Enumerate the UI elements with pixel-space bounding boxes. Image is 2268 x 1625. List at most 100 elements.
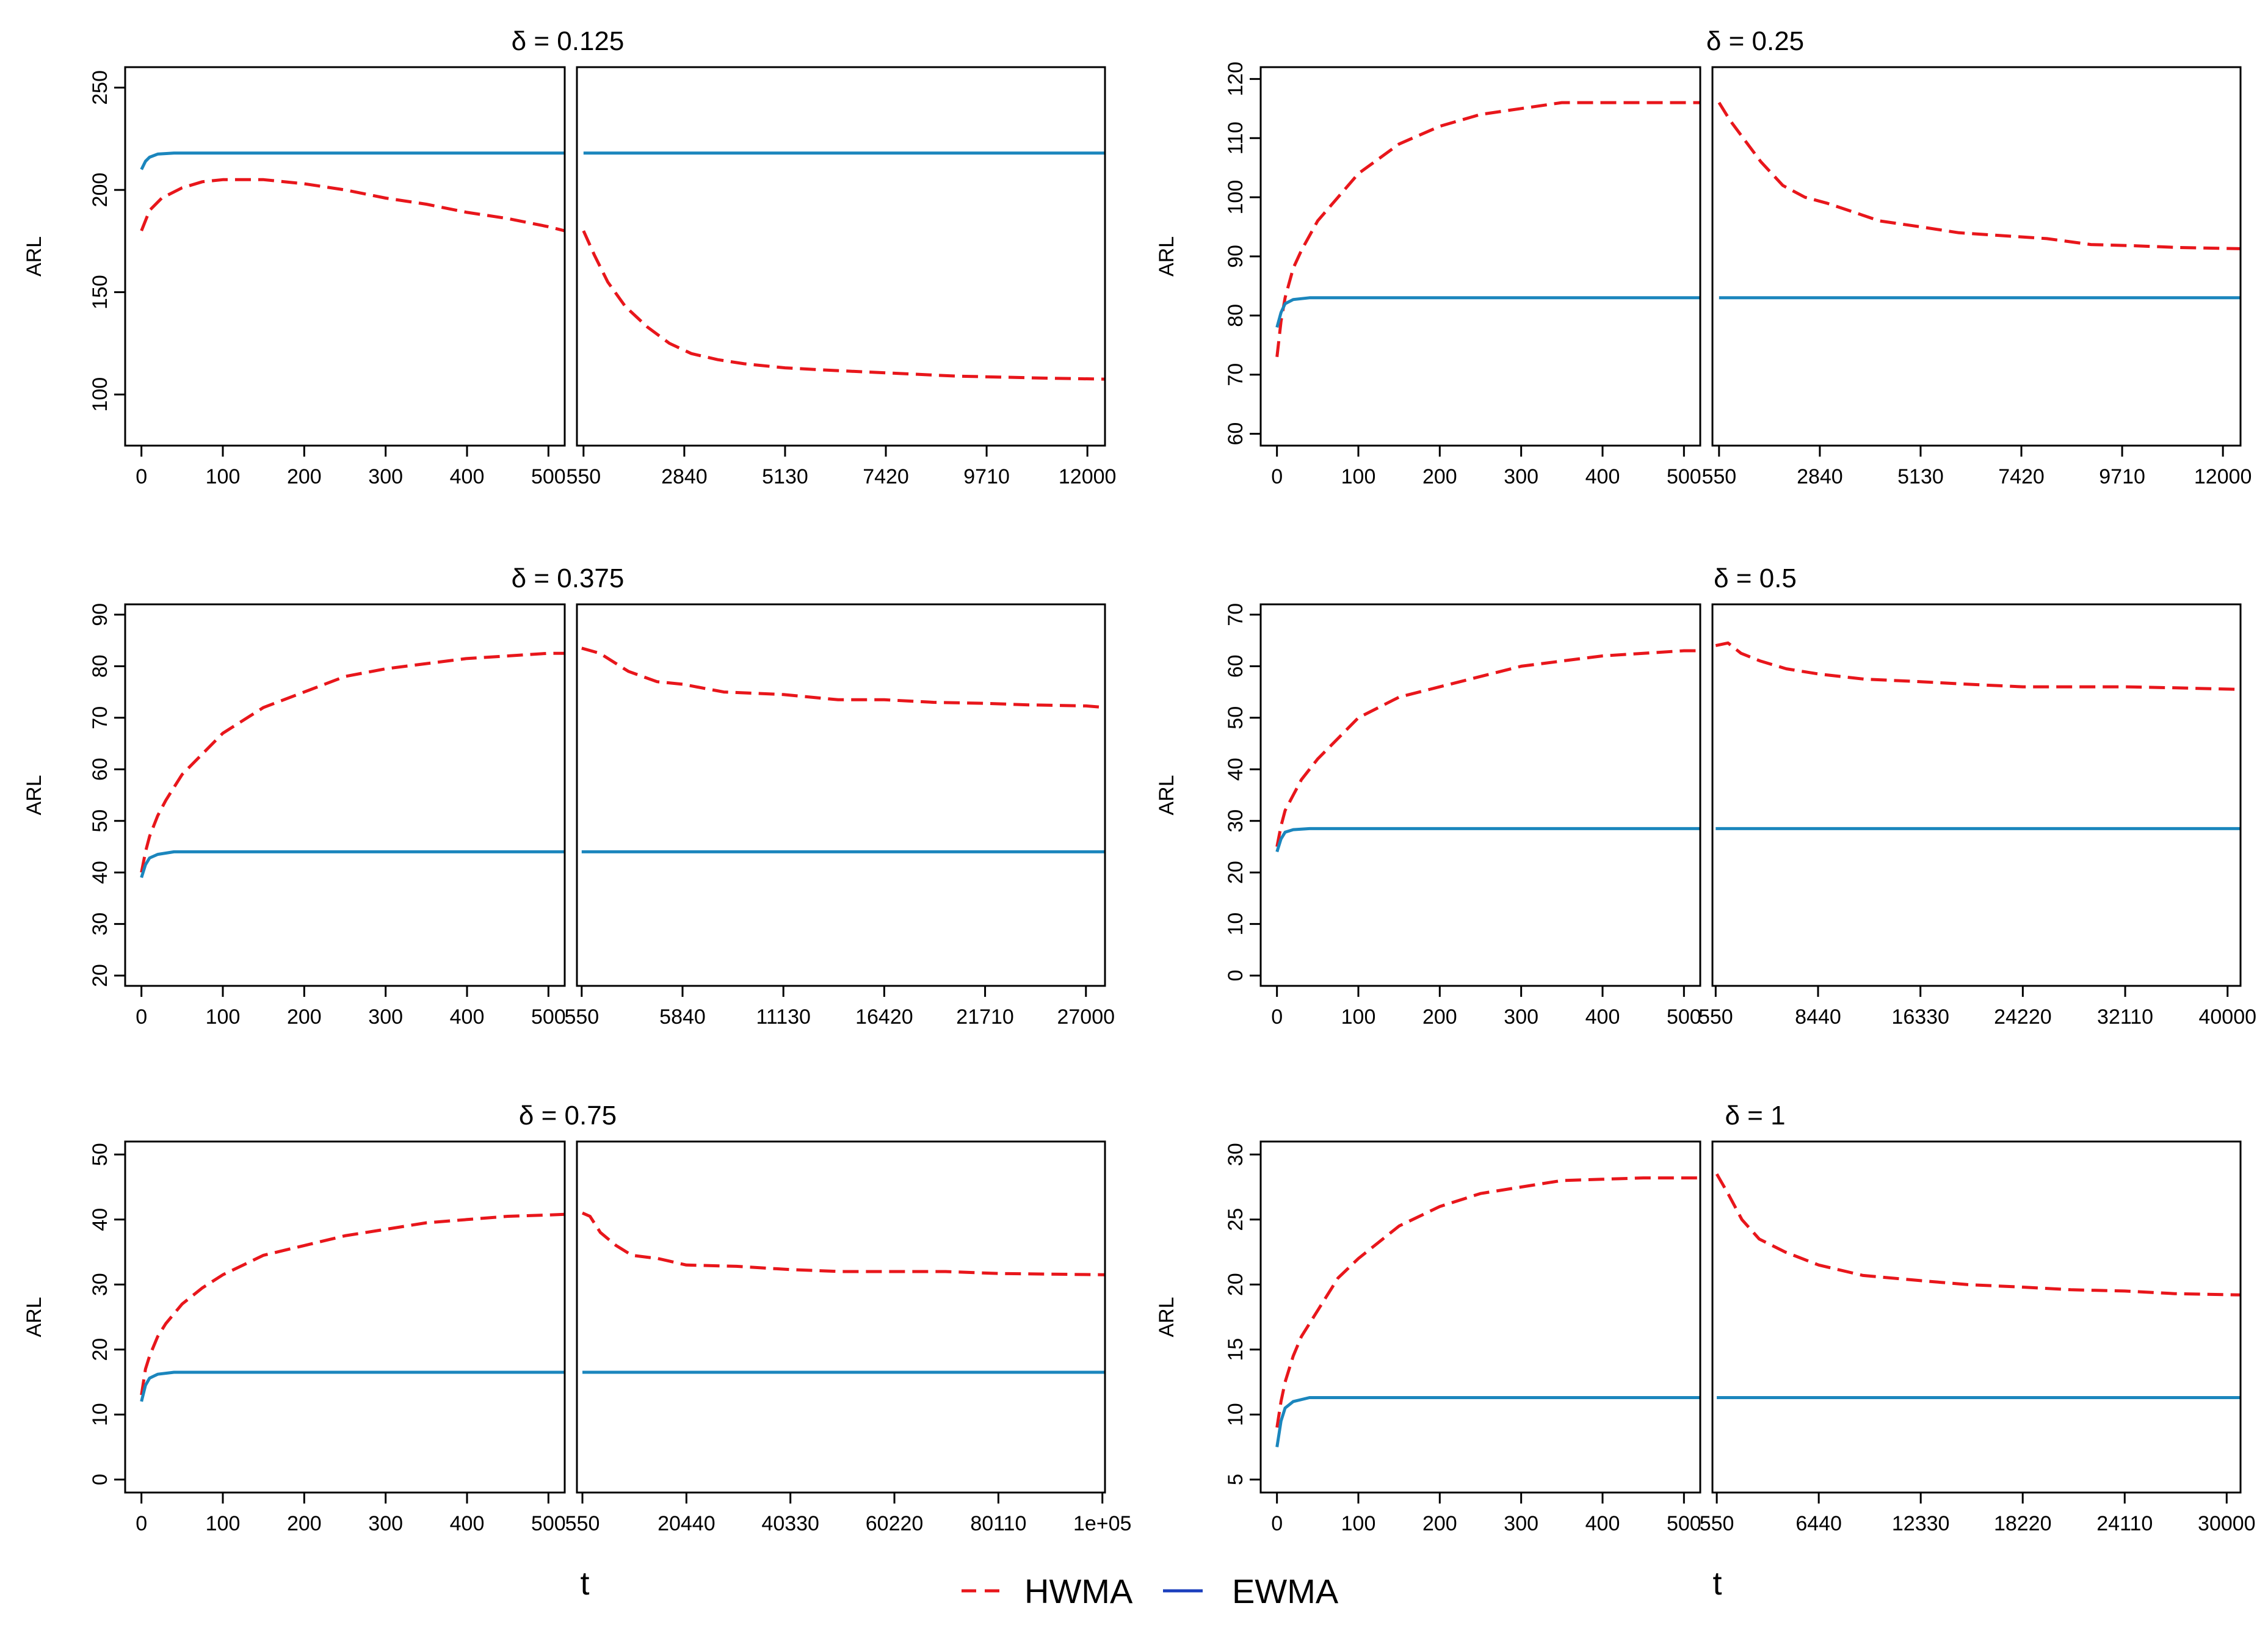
y-tick-label: 50	[89, 809, 112, 833]
panel-frame	[124, 603, 566, 987]
x-tick-label: 400	[1585, 1005, 1620, 1029]
y-tick-label: 25	[1224, 1208, 1247, 1231]
x-tick-label: 0	[1271, 1005, 1283, 1029]
y-tick-label: 60	[1224, 422, 1247, 446]
y-tick-label: 70	[1224, 363, 1247, 386]
series-hwma-line	[582, 1211, 1105, 1276]
y-tick-label: 90	[89, 603, 112, 626]
chart-title: δ = 0.75	[519, 1101, 617, 1131]
x-tick-label: 7420	[863, 465, 909, 488]
x-tick-label: 16420	[855, 1005, 913, 1029]
x-tick-label: 200	[1422, 465, 1457, 488]
panel-frame	[124, 66, 566, 447]
y-tick-label: 100	[89, 377, 112, 412]
series-ewma-line	[1275, 296, 1700, 328]
x-tick-label: 550	[1700, 1512, 1734, 1535]
x-tick-label: 500	[1667, 1512, 1701, 1535]
panel-frame	[1259, 1140, 1701, 1494]
x-tick-label: 100	[1341, 1512, 1376, 1535]
y-tick-label: 30	[1224, 809, 1247, 833]
x-tick-label: 60220	[866, 1512, 924, 1535]
x-tick-label: 1e+05	[1073, 1512, 1132, 1535]
y-tick-label: 100	[1224, 180, 1247, 215]
panel-frame	[1711, 603, 2242, 987]
series-ewma-line	[1275, 827, 1700, 853]
chart-title: δ = 0.375	[512, 563, 625, 593]
panel-frame	[1259, 66, 1701, 447]
x-tick-label: 200	[1422, 1005, 1457, 1029]
x-tick-label: 5130	[762, 465, 808, 488]
y-tick-label: 150	[89, 275, 112, 309]
x-tick-label: 5840	[659, 1005, 706, 1029]
x-tick-label: 100	[206, 465, 241, 488]
y-tick-label: 20	[1224, 1273, 1247, 1296]
y-tick-label: 70	[1224, 603, 1247, 626]
x-tick-label: 550	[566, 465, 601, 488]
y-tick-label: 90	[1224, 245, 1247, 268]
x-tick-label: 100	[206, 1005, 241, 1029]
x-tick-label: 0	[1271, 465, 1283, 488]
chart-title: δ = 0.125	[512, 26, 625, 56]
x-tick-label: 6440	[1795, 1512, 1842, 1535]
panel-frame	[576, 603, 1106, 987]
chart-panel-2: δ = 0.25 ARL 60 70 80 90 100 110 120 0 100 200 300 40…	[1155, 26, 2252, 488]
x-tick-label: 550	[565, 1512, 600, 1535]
y-axis-label: ARL	[1155, 1297, 1178, 1337]
y-tick-label: 15	[1224, 1338, 1247, 1361]
x-tick-label: 0	[136, 1005, 147, 1029]
y-tick-label: 110	[1224, 121, 1247, 154]
x-tick-label: 18220	[1994, 1512, 2052, 1535]
y-tick-label: 250	[89, 70, 112, 105]
x-tick-label: 500	[1667, 1005, 1701, 1029]
series-hwma-line	[140, 1212, 565, 1395]
panel-frame	[1711, 66, 2242, 447]
subpanel-right: 550 20440 40330 60220 80110 1e+05	[565, 1140, 1132, 1535]
y-tick-label: 20	[1224, 861, 1247, 884]
x-tick-label: 400	[450, 465, 485, 488]
y-tick-label: 30	[89, 1273, 112, 1296]
x-tick-label: 400	[1585, 1512, 1620, 1535]
y-tick-label: 30	[89, 913, 112, 936]
x-tick-label: 21710	[956, 1005, 1014, 1029]
series-hwma-line	[1275, 101, 1700, 357]
x-tick-label: 2840	[661, 465, 708, 488]
y-tick-label: 10	[1224, 1403, 1247, 1426]
y-tick-label: 60	[89, 758, 112, 781]
subpanel-left: 0 100 200 300 400 500	[1259, 66, 1701, 488]
y-tick-label: 80	[89, 654, 112, 678]
series-ewma-line	[140, 1370, 565, 1402]
legend-ewma-label: EWMA	[1232, 1572, 1339, 1610]
x-tick-label: 300	[368, 1005, 403, 1029]
series-hwma-line	[1715, 641, 2241, 691]
y-tick-label: 120	[1224, 62, 1247, 96]
x-tick-label: 0	[1271, 1512, 1283, 1535]
series-hwma-line	[1275, 1176, 1700, 1428]
x-tick-label: 500	[531, 465, 566, 488]
subpanel-left: 0 100 200 300 400 500	[1259, 1140, 1701, 1535]
x-tick-label: 12000	[2194, 465, 2252, 488]
x-tick-label: 300	[368, 465, 403, 488]
series-hwma-line	[582, 230, 1105, 381]
subpanel-left: 0 100 200 300 400 500	[124, 603, 566, 1029]
subpanel-left: 0 100 200 300 400 500	[124, 66, 566, 488]
x-tick-label: 9710	[963, 465, 1010, 488]
y-axis-label: ARL	[1155, 236, 1178, 277]
x-tick-label: 12330	[1892, 1512, 1950, 1535]
x-tick-label: 32110	[2097, 1005, 2153, 1029]
series-ewma-line	[140, 151, 565, 170]
panel-frame	[576, 66, 1106, 447]
x-tick-label: 100	[1341, 1005, 1376, 1029]
chart-title: δ = 0.25	[1706, 26, 1804, 56]
y-axis-label: ARL	[23, 236, 46, 277]
x-tick-label: 300	[368, 1512, 403, 1535]
chart-title: δ = 0.5	[1714, 563, 1797, 593]
series-hwma-line	[140, 178, 565, 233]
y-tick-label: 0	[1224, 970, 1247, 982]
x-tick-label: 2840	[1797, 465, 1843, 488]
x-tick-label: 200	[287, 465, 322, 488]
chart-title: δ = 1	[1725, 1101, 1785, 1131]
legend-hwma-label: HWMA	[1024, 1572, 1133, 1610]
subpanel-right: 550 5840 11130 16420 21710 27000	[564, 603, 1115, 1029]
y-tick-label: 50	[89, 1143, 112, 1166]
